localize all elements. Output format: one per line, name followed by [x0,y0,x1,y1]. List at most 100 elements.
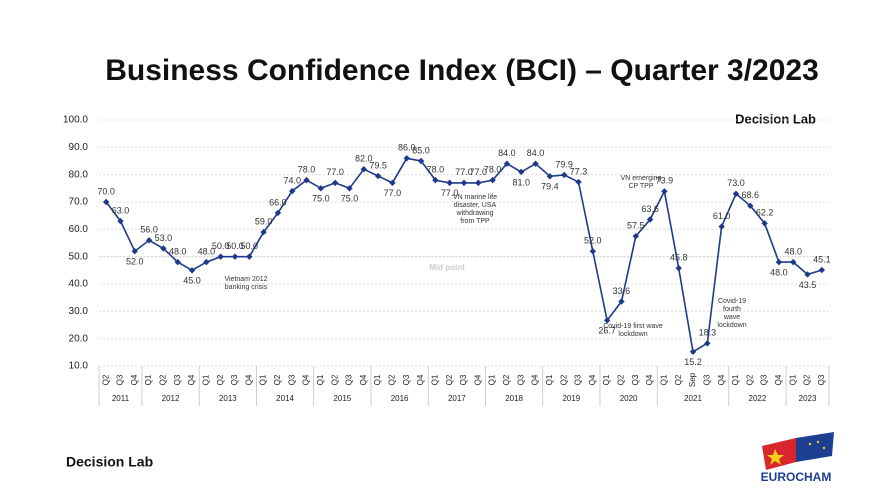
x-tick-label: Q4 [774,374,783,385]
marker [818,266,826,274]
x-tick-label: Q1 [373,374,382,385]
x-tick-label: Q4 [473,374,482,385]
marker [618,298,625,305]
marker [317,185,325,192]
x-tick-label: Q3 [287,374,296,385]
data-label: 75.0 [341,194,359,204]
x-tick-label: Q2 [273,374,282,385]
data-label: 45.0 [183,276,201,286]
x-tick-label: Q4 [717,374,726,385]
x-tick-label: Q4 [416,374,425,385]
marker [603,317,611,324]
marker [747,202,754,210]
data-label: 57.5 [627,221,645,231]
data-label: 62.2 [756,208,774,218]
y-tick-label: 20.0 [69,333,89,344]
x-tick-label: Q4 [187,374,196,385]
marker [131,248,138,255]
y-tick-label: 90.0 [69,142,89,153]
year-label: 2022 [749,394,767,403]
data-label: 77.0 [326,167,344,177]
marker [460,179,468,187]
data-label: 75.0 [312,194,330,204]
marker [389,179,396,187]
annotation: wave [723,314,740,321]
marker [503,160,511,167]
data-label: 52.0 [126,257,144,267]
data-label: 56.0 [140,225,158,235]
marker [632,232,639,240]
marker [102,198,110,206]
marker [646,216,654,223]
x-tick-label: Q2 [674,374,683,385]
data-label: 18.3 [699,328,717,338]
y-tick-label: 40.0 [69,279,89,290]
marker [446,179,453,187]
x-tick-label: Q3 [760,374,769,385]
x-tick-label: Q3 [230,374,239,385]
x-tick-label: Q1 [488,374,497,385]
data-label: 77.0 [384,188,402,198]
x-tick-label: Q4 [531,374,540,385]
marker [374,172,382,180]
marker [188,267,196,274]
year-label: 2020 [620,394,638,403]
marker [761,220,768,227]
x-tick-label: Q2 [803,374,812,385]
y-tick-label: 70.0 [69,197,89,208]
marker [489,176,496,184]
x-tick-label: Q1 [788,374,797,385]
data-label: 79.4 [541,182,559,192]
x-tick-label: Q1 [660,374,669,385]
x-tick-label: Q4 [130,374,139,385]
x-tick-label: Q3 [631,374,640,385]
data-label: 85.0 [412,145,430,155]
logo-flag [762,432,834,470]
x-tick-label: Q3 [817,374,826,385]
y-tick-label: 50.0 [69,251,89,262]
data-label: 59.0 [255,216,273,226]
marker [575,178,582,186]
x-tick-label: Q1 [602,374,611,385]
marker [174,258,181,266]
chart-title: Business Confidence Index (BCI) – Quarte… [105,54,819,87]
x-tick-label: Q2 [445,374,454,385]
annotation: from TPP [460,218,490,225]
data-label: 45.1 [813,254,831,264]
year-label: 2016 [391,394,409,403]
marker [704,340,711,347]
y-tick-label: 60.0 [69,224,89,235]
annotation: lockdown [717,322,746,329]
annotation: Covid-19 [718,298,746,305]
data-label: 73.0 [727,178,745,188]
year-label: 2023 [799,394,817,403]
y-tick-label: 30.0 [69,306,89,317]
data-label: 82.0 [355,154,373,164]
x-tick-label: Q4 [302,374,311,385]
data-label: 77.3 [570,166,588,176]
y-tick-label: 10.0 [69,361,89,372]
x-tick-label: Q2 [159,374,168,385]
marker [790,258,797,266]
y-tick-label: 100.0 [63,115,88,126]
x-tick-label: Q4 [359,374,368,385]
marker [231,253,239,260]
year-label: 2013 [219,394,237,403]
data-label: 26.7 [598,326,616,336]
marker [274,209,282,217]
data-label: 48.0 [169,247,187,257]
y-tick-label: 80.0 [69,169,89,180]
marker [718,223,725,230]
data-label: 48.0 [784,247,802,257]
x-tick-label: Q3 [574,374,583,385]
data-label: 77.0 [455,167,473,177]
x-tick-label: Q4 [588,374,597,385]
data-label: 45.8 [670,253,688,263]
x-tick-label: Q2 [216,374,225,385]
marker [117,217,124,225]
data-label: 15.2 [684,357,702,367]
x-tick-label: Q4 [244,374,253,385]
data-label: 77.0 [470,167,488,177]
marker [203,258,210,266]
x-tick-label: Q2 [617,374,626,385]
